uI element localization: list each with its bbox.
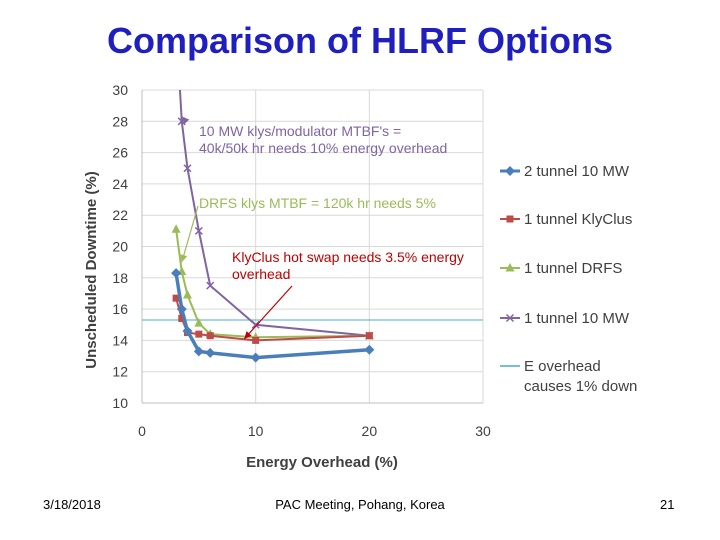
legend-label: E overhead — [524, 358, 601, 375]
footer-date: 3/18/2018 — [43, 497, 101, 512]
y-tick-label: 28 — [112, 113, 128, 129]
y-tick-label: 10 — [112, 395, 128, 411]
legend-label: 1 tunnel 10 MW — [524, 310, 630, 327]
data-point-x — [194, 226, 203, 235]
legend-item: 1 tunnel 10 MW — [500, 310, 630, 327]
data-point-diamond — [364, 344, 375, 355]
annotation-arrowhead — [244, 331, 252, 339]
legend-label: causes 1% down — [524, 378, 637, 395]
chart-legend: 2 tunnel 10 MW 1 tunnel KlyClus 1 tunnel D… — [500, 163, 637, 395]
series-1-tunnel-klyclus — [172, 294, 373, 344]
y-tick-label: 24 — [112, 176, 128, 192]
annotation-arrow — [181, 205, 199, 263]
data-point-square — [178, 314, 186, 322]
page-title: Comparison of HLRF Options — [107, 20, 613, 61]
data-point-square — [172, 294, 180, 302]
chart-annotations: 10 MW klys/modulator MTBF's =40k/50k hr … — [180, 116, 464, 340]
data-point-square — [506, 215, 514, 223]
y-tick-label: 20 — [112, 239, 128, 255]
data-point-triangle — [505, 263, 515, 272]
legend-item: 1 tunnel DRFS — [500, 260, 622, 277]
data-point-diamond — [205, 347, 216, 358]
x-axis-label: Energy Overhead (%) — [246, 454, 398, 471]
y-tick-label: 16 — [112, 301, 128, 317]
data-point-x — [183, 164, 192, 173]
data-point-square — [195, 330, 203, 338]
legend-label: 2 tunnel 10 MW — [524, 163, 630, 180]
series-line — [175, 229, 370, 339]
annotation-text: overhead — [232, 266, 290, 282]
data-point-diamond — [250, 352, 261, 363]
y-tick-label: 30 — [112, 82, 128, 98]
annotation-text: 40k/50k hr needs 10% energy overhead — [199, 140, 447, 156]
y-axis-label: Unscheduled Downtime (%) — [83, 171, 100, 369]
annotation-text: DRFS klys MTBF = 120k hr needs 5% — [199, 195, 436, 211]
data-point-triangle — [171, 224, 181, 233]
y-tick-label: 22 — [112, 207, 128, 223]
annotation-2: DRFS klys MTBF = 120k hr needs 5% — [180, 195, 436, 263]
legend-label: 1 tunnel KlyClus — [524, 211, 632, 228]
data-point-triangle — [194, 318, 204, 327]
data-point-diamond — [171, 268, 182, 279]
data-point-x — [251, 320, 260, 329]
x-tick-label: 0 — [138, 423, 146, 439]
x-tick-label: 10 — [248, 423, 264, 439]
data-point-diamond — [182, 326, 193, 337]
legend-item-reference: E overhead causes 1% down — [500, 358, 637, 395]
series-line — [174, 272, 370, 360]
chart-axes: 10 12 14 16 18 20 22 24 26 28 30 0 10 20 30 — [112, 82, 491, 439]
data-point-diamond — [505, 166, 515, 176]
data-point-diamond — [193, 346, 204, 357]
chart-gridlines — [141, 89, 484, 404]
legend-item: 1 tunnel KlyClus — [500, 211, 632, 228]
data-point-square — [365, 332, 373, 340]
footer-meeting: PAC Meeting, Pohang, Korea — [275, 497, 445, 512]
data-point-square — [252, 336, 260, 344]
footer-page-number: 21 — [660, 497, 675, 512]
data-point-triangle — [182, 290, 192, 299]
y-tick-label: 14 — [112, 332, 128, 348]
series-2-tunnel-10-mw — [171, 268, 375, 363]
annotation-text: 10 MW klys/modulator MTBF's = — [199, 123, 401, 139]
data-point-x — [206, 281, 215, 290]
annotation-arrowhead — [180, 254, 188, 263]
data-point-square — [206, 332, 214, 340]
data-point-x — [505, 313, 515, 323]
annotation-text: KlyClus hot swap needs 3.5% energy — [232, 249, 464, 265]
y-tick-label: 18 — [112, 270, 128, 286]
annotation-3: KlyClus hot swap needs 3.5% energyoverhe… — [232, 249, 464, 340]
annotation-arrow — [243, 285, 293, 340]
annotation-arrowhead — [181, 116, 190, 125]
annotation-1: 10 MW klys/modulator MTBF's =40k/50k hr … — [181, 116, 447, 156]
chart-series — [171, 79, 375, 363]
legend-label: 1 tunnel DRFS — [524, 260, 622, 277]
x-tick-label: 30 — [475, 423, 491, 439]
y-tick-label: 12 — [112, 364, 128, 380]
data-point-x — [176, 79, 183, 86]
legend-item: 2 tunnel 10 MW — [500, 163, 630, 180]
series-line — [175, 297, 370, 342]
data-point-diamond — [176, 304, 187, 315]
y-tick-label: 26 — [112, 145, 128, 161]
x-tick-label: 20 — [362, 423, 378, 439]
